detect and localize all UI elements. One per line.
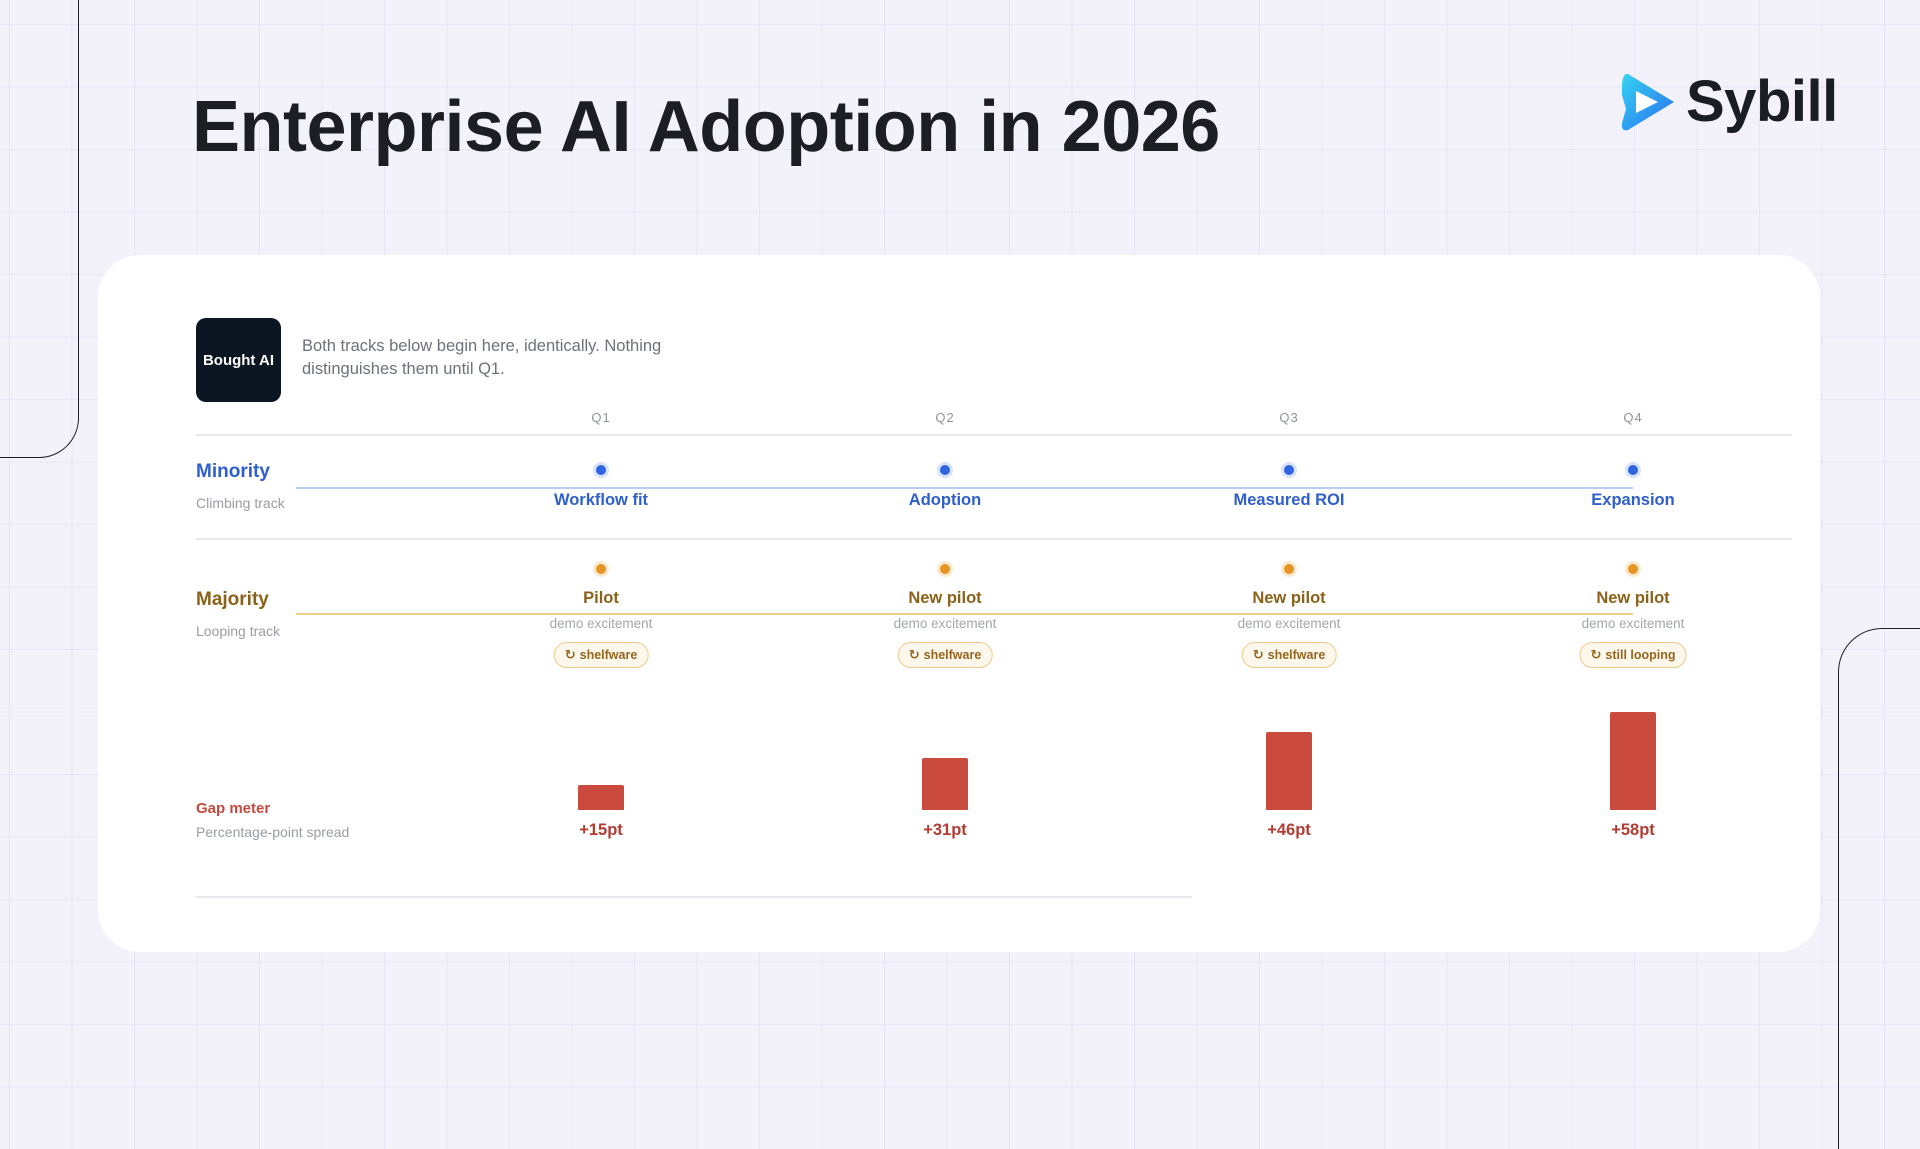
quarter-label-q2: Q2: [935, 410, 955, 425]
status-pill-q2: ↻ shelfware: [897, 642, 993, 668]
gap-bar-label-q3: +46pt: [1267, 821, 1311, 839]
minority-stage-q2: Adoption: [908, 491, 982, 509]
majority-track-line: [296, 613, 1633, 615]
status-pill-q4: ↻ still looping: [1579, 642, 1687, 668]
brand-name: Sybill: [1686, 69, 1838, 134]
gap-meter-subtitle: Percentage-point spread: [196, 824, 350, 840]
majority-dot-q4: [1628, 564, 1638, 574]
minority-stage-q3: Measured ROI: [1233, 491, 1345, 509]
gap-meter-title: Gap meter: [196, 800, 271, 817]
majority-stage-q3: New pilot: [1252, 589, 1326, 607]
divider: [196, 896, 1192, 898]
majority-stage-q4: New pilot: [1596, 589, 1670, 607]
majority-stage-q1: Pilot: [583, 589, 619, 607]
sybill-logo-icon: [1621, 73, 1674, 130]
gap-bar-q2: [922, 758, 968, 810]
start-badge: Bought AI: [196, 318, 281, 402]
majority-dot-q2: [940, 564, 950, 574]
majority-stage-q2: New pilot: [908, 589, 982, 607]
gap-bar-label-q2: +31pt: [923, 821, 967, 839]
gap-bar-q4: [1610, 712, 1656, 810]
quarter-label-q3: Q3: [1279, 410, 1299, 425]
minority-dot-q2: [940, 465, 950, 475]
gap-bar-q3: [1266, 732, 1312, 810]
status-pill-label: shelfware: [579, 648, 638, 662]
minority-dot-q3: [1284, 465, 1294, 475]
status-pill-label: shelfware: [923, 648, 982, 662]
start-badge-label: Bought AI: [202, 351, 275, 369]
corner-decoration-bottom-right: [1838, 628, 1920, 1149]
majority-stage-sub-q4: demo excitement: [1581, 616, 1685, 631]
quarter-label-q4: Q4: [1623, 410, 1643, 425]
refresh-loop-icon: ↻: [564, 647, 576, 662]
gap-bar-q1: [578, 785, 624, 810]
minority-dot-q1: [596, 465, 606, 475]
majority-stage-sub-q1: demo excitement: [549, 616, 653, 631]
gap-bar-label-q4: +58pt: [1611, 821, 1655, 839]
majority-stage-sub-q2: demo excitement: [893, 616, 997, 631]
majority-dot-q3: [1284, 564, 1294, 574]
corner-decoration-top-left: [0, 0, 79, 458]
quarter-label-q1: Q1: [591, 410, 611, 425]
page-title: Enterprise AI Adoption in 2026: [192, 87, 1220, 167]
majority-subtitle: Looping track: [196, 623, 281, 639]
majority-stage-sub-q3: demo excitement: [1237, 616, 1341, 631]
minority-title: Minority: [196, 461, 270, 482]
majority-title: Majority: [196, 589, 269, 610]
timeline-card: Bought AI Both tracks below begin here, …: [98, 255, 1820, 952]
status-pill-q1: ↻ shelfware: [553, 642, 649, 668]
minority-track-line: [296, 487, 1633, 489]
divider: [196, 434, 1792, 436]
intro-text: Both tracks below begin here, identicall…: [302, 337, 662, 378]
status-pill-q3: ↻ shelfware: [1241, 642, 1337, 668]
status-pill-label: still looping: [1605, 648, 1676, 662]
status-pill-label: shelfware: [1267, 648, 1326, 662]
gap-bar-label-q1: +15pt: [579, 821, 623, 839]
divider: [196, 538, 1792, 540]
refresh-loop-icon: ↻: [1252, 647, 1264, 662]
brand-logo: Sybill: [1618, 68, 1838, 135]
majority-dot-q1: [596, 564, 606, 574]
minority-stage-q1: Workflow fit: [553, 491, 649, 509]
refresh-loop-icon: ↻: [908, 647, 920, 662]
minority-dot-q4: [1628, 465, 1638, 475]
minority-subtitle: Climbing track: [196, 495, 285, 511]
refresh-loop-icon: ↻: [1590, 647, 1602, 662]
minority-stage-q4: Expansion: [1591, 491, 1675, 509]
